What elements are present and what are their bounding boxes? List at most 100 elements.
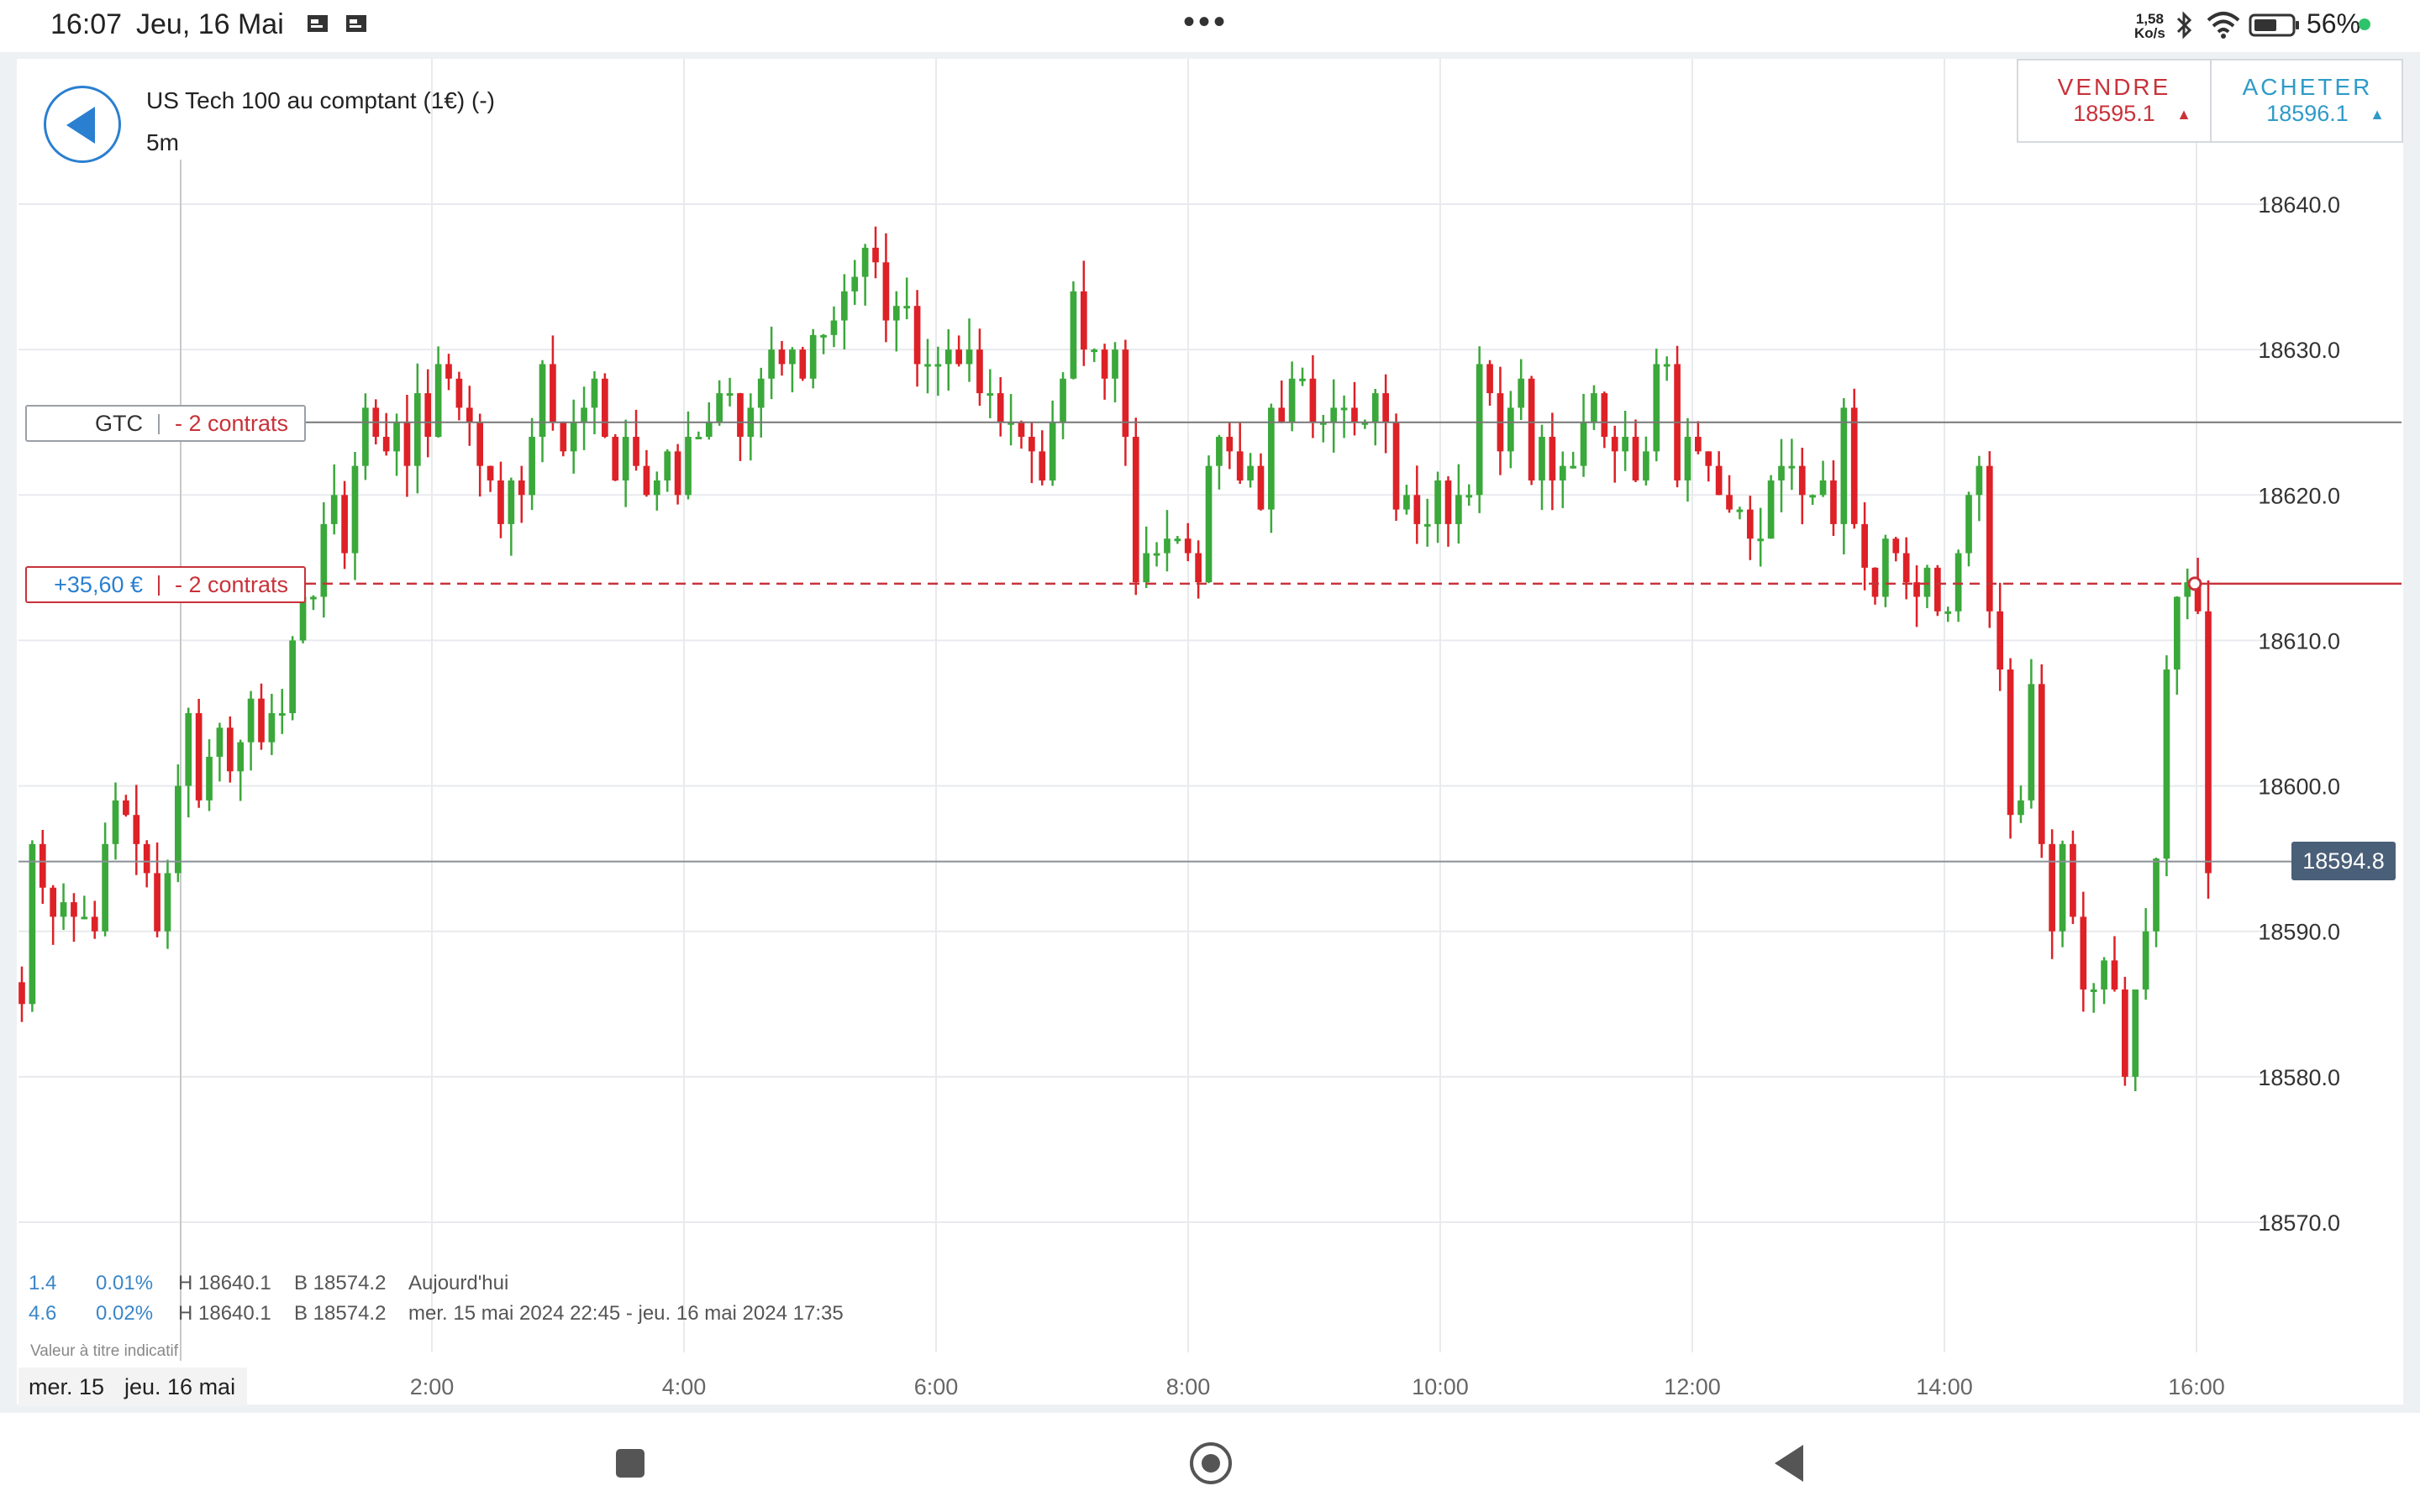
tag-divider <box>158 414 160 434</box>
candle-body <box>1392 422 1400 510</box>
candle-body <box>2142 931 2149 990</box>
candle-body <box>1528 378 1535 480</box>
home-icon[interactable] <box>1190 1442 1232 1484</box>
back-button[interactable] <box>44 86 121 163</box>
date-label-box <box>18 1368 247 1406</box>
position-entry-marker <box>2187 576 2202 591</box>
candle-body <box>2132 989 2139 1077</box>
candle-body <box>1216 437 1223 466</box>
candle-body <box>1247 465 1254 480</box>
candle-body <box>903 306 911 309</box>
candle-body <box>1465 495 1473 498</box>
chart-area[interactable] <box>17 59 2403 1404</box>
candle-body <box>1351 407 1358 423</box>
change-value: 4.6 <box>29 1302 57 1325</box>
recents-icon[interactable] <box>616 1449 644 1478</box>
buy-button[interactable]: ACHETER 18596.1 ▲ <box>2212 60 2403 141</box>
candle-body <box>1309 378 1317 423</box>
candle-body <box>2205 611 2212 874</box>
candle-body <box>518 480 525 496</box>
candle-body <box>1049 422 1056 480</box>
candle-body <box>965 349 973 365</box>
candle-body <box>1423 523 1431 527</box>
position-pnl: +35,60 € <box>54 572 143 597</box>
candle-body <box>2070 843 2076 917</box>
candle-body <box>60 902 67 917</box>
candle-body <box>330 495 338 524</box>
buy-price: 18596.1 <box>2266 101 2349 126</box>
candle-body <box>2194 582 2202 612</box>
candle-body <box>1830 480 1837 524</box>
candle-body <box>997 393 1004 423</box>
network-speed: 1,58 Ko/s <box>2134 11 2165 41</box>
candle-body <box>529 437 535 496</box>
candle-body <box>2059 843 2066 932</box>
candle-body <box>1340 407 1348 411</box>
candle-body <box>1278 407 1286 423</box>
candle-body <box>1184 538 1192 554</box>
candle-body <box>1809 495 1817 498</box>
more-dots-icon[interactable]: ••• <box>1183 3 1229 40</box>
candle-body <box>2122 989 2128 1077</box>
position-contracts: - 2 contrats <box>175 572 289 597</box>
candle-body <box>1143 553 1150 583</box>
candle-body <box>1518 378 1525 408</box>
candle-body <box>18 982 25 1005</box>
candle-body <box>289 640 296 713</box>
candle-body <box>508 480 515 524</box>
period-label: Aujourd'hui <box>408 1272 509 1294</box>
timeframe-label[interactable]: 5m <box>146 129 179 155</box>
candle-body <box>1934 567 1941 612</box>
candle-body <box>2038 684 2045 844</box>
candle-body <box>1902 553 1910 583</box>
candle-body <box>112 800 119 844</box>
candle-body <box>581 407 587 423</box>
candle-body <box>1507 407 1514 452</box>
candle-body <box>1361 422 1369 425</box>
candle-body <box>1080 291 1087 350</box>
candle-body <box>81 916 88 920</box>
candle-body <box>1018 422 1025 438</box>
sell-button[interactable]: VENDRE 18595.1 ▲ <box>2018 60 2212 141</box>
battery-icon <box>2249 12 2301 43</box>
candle-body <box>591 378 598 408</box>
candle-body <box>1195 553 1202 583</box>
change-value: 1.4 <box>29 1272 57 1294</box>
candle-body <box>1455 495 1462 524</box>
candle-body <box>1122 349 1129 438</box>
candle-body <box>820 334 827 338</box>
nav-back-icon[interactable] <box>1775 1445 1803 1482</box>
candle-body <box>1288 378 1296 423</box>
buy-label: ACHETER <box>2242 74 2373 100</box>
candle-body <box>226 727 234 772</box>
candle-body <box>1705 451 1712 466</box>
sell-price: 18595.1 <box>2073 101 2155 126</box>
change-percent: 0.02% <box>96 1302 154 1325</box>
gtc-order-tag[interactable]: GTC - 2 contrats <box>25 405 306 442</box>
candle-body <box>1986 465 1993 612</box>
position-tag[interactable]: +35,60 € - 2 contrats <box>25 566 306 603</box>
candle-body <box>2007 669 2014 816</box>
candle-body <box>299 596 307 641</box>
candle-body <box>1632 437 1639 480</box>
candle-body <box>1132 437 1139 583</box>
candle-body <box>50 887 57 917</box>
sell-label: VENDRE <box>2057 74 2171 100</box>
candle-body <box>1268 407 1275 510</box>
candle-body <box>695 437 702 440</box>
candle-body <box>2173 596 2181 670</box>
candle-body <box>2090 989 2097 992</box>
candle-body <box>799 349 807 379</box>
candle-body <box>195 713 203 801</box>
candle-body <box>1112 349 1118 379</box>
back-arrow-icon <box>66 107 95 144</box>
candle-body <box>1726 495 1733 510</box>
candle-body <box>2101 960 2107 990</box>
candle-body <box>143 843 150 874</box>
candle-body <box>570 422 577 452</box>
candle-body <box>550 364 556 423</box>
candle-body <box>924 364 931 367</box>
candle-body <box>861 247 869 277</box>
candle-body <box>362 407 369 466</box>
